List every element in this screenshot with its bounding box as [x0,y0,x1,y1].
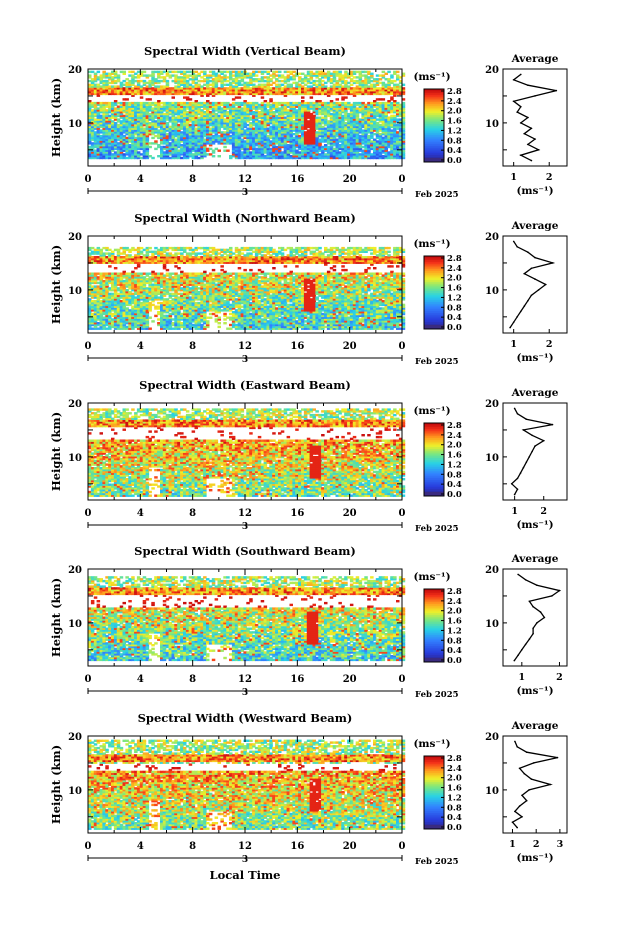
heatmap [88,71,405,160]
average-y-tick-label: 10 [485,119,499,130]
heatmap-cell [301,96,305,98]
heatmap-cell [267,71,271,73]
heatmap-cell [261,96,265,98]
colorbar-tick-label: 1.2 [447,126,462,136]
average-panel: Average 10 20 1 2 (ms⁻¹) [485,53,567,197]
heatmap-cell [269,98,273,100]
average-point [527,84,529,86]
average-point [534,95,536,97]
heatmap-cell [396,71,400,73]
colorbar-tick-label: 2.4 [447,97,462,107]
heatmap-cell [148,146,152,148]
colorbar-unit: (ms⁻¹) [413,71,450,83]
heatmap-cell [255,74,259,76]
average-point [520,154,522,156]
heatmap-cell [148,98,152,100]
heatmap-cell [203,71,207,73]
heatmap-cell [108,265,112,267]
heatmap-cell [88,74,92,76]
y-axis-label: Height (km) [49,78,63,157]
heatmap-cell [114,267,118,269]
average-point [516,111,518,113]
average-point [520,74,522,76]
heatmap [88,247,405,330]
average-point [531,128,533,130]
heatmap-cell [336,98,340,100]
average-point [556,90,558,92]
panel-title: Spectral Width (Northward Beam) [134,211,356,225]
x-tick-label: 8 [189,174,196,185]
heatmap-cell [140,96,144,98]
heatmap-cell [218,155,222,157]
heatmap-cell [344,96,348,98]
x-tick-label: 12 [238,174,252,185]
y-tick-label: 10 [68,119,82,130]
heatmap-cell [189,98,193,100]
y-tick-label: 20 [68,65,82,76]
average-point [531,160,533,162]
average-point [527,117,529,119]
average-unit: (ms⁻¹) [516,185,553,197]
heatmap-cell [387,71,391,73]
heatmap-cell [223,146,227,148]
day-label: 3 [242,188,248,198]
average-title: Average [511,53,559,65]
panel-2: Spectral Width (Northward Beam)1020Heigh… [49,211,567,367]
average-point [538,149,540,151]
heatmap-cell [338,71,342,73]
heatmap-cell [125,98,128,100]
colorbar-tick-label: 0.0 [447,156,462,166]
panel-title: Spectral Width (Vertical Beam) [144,44,346,58]
colorbar-tick-label: 0.8 [447,136,462,146]
colorbar-tick-label: 2.0 [447,107,462,117]
average-line [514,74,557,160]
heatmap-cell [370,73,374,75]
heatmap-cell [238,96,242,98]
average-point [513,79,515,81]
average-point [520,122,522,124]
colorbar-tick-label: 0.4 [447,146,462,156]
average-point [534,138,536,140]
heatmap-cell [97,71,101,73]
average-point [527,144,529,146]
heatmap-cell [278,71,282,73]
x-tick-label: 20 [343,174,357,185]
heatmap-cell [172,96,176,98]
average-point [524,133,526,135]
colorbar-tick-label: 1.6 [447,117,462,127]
average-point [513,101,515,103]
heatmap-cell [382,98,386,100]
colorbar-tick-label: 2.8 [447,87,462,97]
panel-1: Spectral Width (Vertical Beam)1020Height… [49,44,567,200]
heatmap-cell [218,150,222,152]
date-label: Feb 2025 [415,190,459,200]
average-point [520,106,522,108]
heatmap-cell [154,140,158,142]
heatmap-cell [310,96,314,98]
x-tick-label: 4 [137,174,144,185]
average-x-tick-label: 2 [546,172,553,183]
heatmap-cell [166,80,170,82]
heatmap-cell [151,157,155,159]
heatmap-cell [226,150,230,152]
x-tick-label: 16 [290,174,304,185]
x-tick-label: 0 [85,174,92,185]
x-tick-label: 0 [399,174,406,185]
heatmap-cell [123,71,127,73]
heatmap-cell [212,155,216,157]
average-x-tick-label: 1 [510,172,517,183]
heatmap-cell [143,71,147,73]
heatmap-cell [117,74,121,76]
average-y-tick-label: 20 [485,65,499,76]
